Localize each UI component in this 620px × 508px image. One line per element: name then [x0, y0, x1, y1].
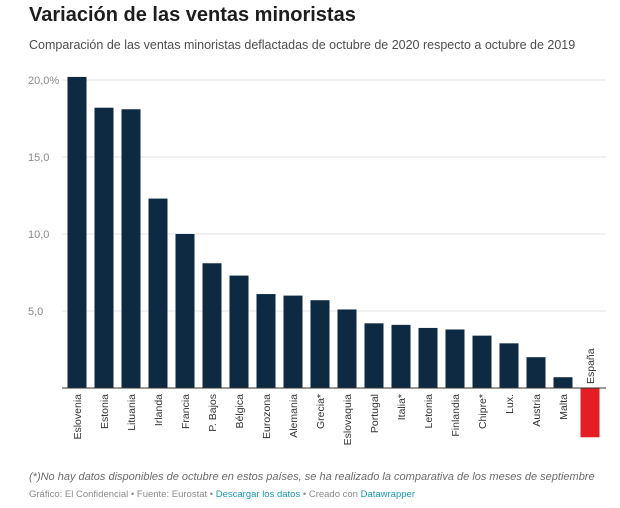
bar-4[interactable]: [175, 234, 195, 388]
bar-16[interactable]: [499, 343, 519, 388]
bar-8[interactable]: [283, 295, 303, 388]
bar-6[interactable]: [229, 275, 249, 388]
x-category-label: Italia*: [396, 394, 408, 420]
x-category-label: Francia: [180, 394, 192, 429]
x-category-label: Alemania: [288, 394, 300, 438]
bar-1[interactable]: [94, 107, 114, 388]
y-tick-label: 10,0: [28, 229, 49, 241]
x-category-label: Austria: [531, 394, 543, 427]
y-tick-label: 15,0: [28, 152, 49, 164]
bar-11[interactable]: [364, 323, 384, 388]
footer-graphic-credit: Gráfico: El Confidencial: [29, 489, 129, 500]
chart-title: Variación de las ventas minoristas: [29, 4, 356, 26]
footnote: (*)No hay datos disponibles de octubre e…: [29, 471, 595, 483]
footer-separator: •: [207, 489, 216, 500]
x-category-label: Portugal: [369, 394, 381, 433]
x-category-label: Finlandia: [450, 394, 462, 437]
bar-chart: 5,0 10,0 15,0 20,0% Eslovenia Estonia Lituania…: [28, 75, 606, 446]
x-category-label: P. Bajos: [207, 394, 219, 432]
x-category-label: Eslovaquia: [342, 394, 354, 446]
x-category-label: Eslovenia: [72, 394, 84, 440]
chart-subtitle: Comparación de las ventas minoristas def…: [29, 38, 576, 52]
bar-9[interactable]: [310, 300, 330, 388]
footer: Gráfico: El Confidencial • Fuente: Euros…: [29, 489, 415, 500]
bar-19[interactable]: [580, 388, 600, 438]
y-tick-label: 5,0: [28, 306, 43, 318]
bar-15[interactable]: [472, 335, 492, 388]
bar-18[interactable]: [553, 377, 573, 388]
bar-3[interactable]: [148, 198, 168, 388]
bar-13[interactable]: [418, 327, 438, 388]
x-category-label: Estonia: [99, 394, 111, 429]
datawrapper-link[interactable]: Datawrapper: [360, 489, 415, 500]
x-category-label: Lux.: [504, 394, 516, 414]
footer-separator: •: [300, 489, 309, 500]
x-category-label: Grecia*: [315, 394, 327, 429]
x-category-label: Irlanda: [153, 394, 165, 426]
bar-10[interactable]: [337, 309, 357, 388]
x-category-label: Bélgica: [234, 394, 246, 429]
bar-14[interactable]: [445, 329, 465, 388]
x-category-label: Letonia: [423, 394, 435, 429]
x-category-label: Malta: [558, 394, 570, 420]
bar-12[interactable]: [391, 324, 411, 388]
footer-separator: •: [128, 489, 137, 500]
y-tick-label: 20,0%: [28, 75, 59, 87]
bar-7[interactable]: [256, 294, 276, 388]
bar-2[interactable]: [121, 109, 141, 388]
download-data-link[interactable]: Descargar los datos: [215, 489, 301, 500]
bar-5[interactable]: [202, 263, 222, 388]
bar-0[interactable]: [67, 76, 87, 389]
x-category-label: Eurozona: [261, 394, 273, 439]
bar-17[interactable]: [526, 357, 546, 388]
footer-created-with: Creado con: [308, 489, 361, 500]
x-category-label: Chipre*: [477, 394, 489, 429]
footer-source: Fuente: Eurostat: [136, 489, 208, 500]
x-category-label: España: [585, 348, 597, 384]
x-category-label: Lituania: [126, 394, 138, 431]
